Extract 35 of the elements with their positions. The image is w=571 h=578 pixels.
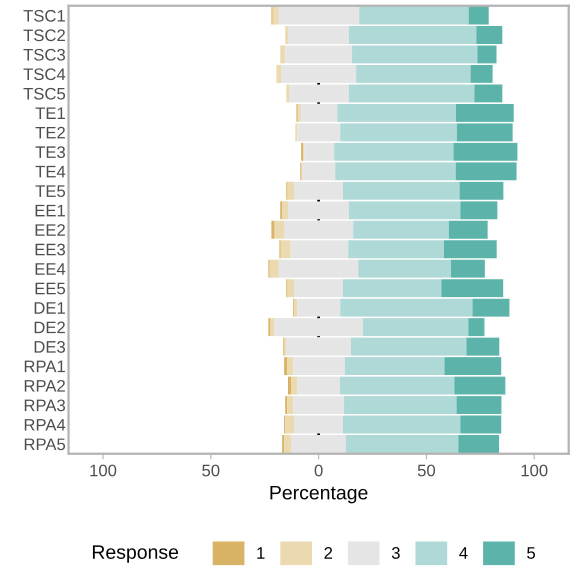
y-tick-label: EE3 <box>36 244 66 256</box>
y-tick-label: EE4 <box>36 263 66 275</box>
y-tick-label: DE3 <box>34 341 66 353</box>
y-tick-label: RPA2 <box>24 380 65 392</box>
legend-label: 4 <box>459 547 468 559</box>
legend-label: 2 <box>324 547 332 559</box>
x-tick-label: 0 <box>314 464 323 476</box>
x-tick-label: 100 <box>90 464 116 476</box>
y-tick-label: DE1 <box>34 302 65 314</box>
y-tick-label: DE2 <box>34 322 65 334</box>
legend-title: Response <box>92 545 178 563</box>
y-tick-label: RPA1 <box>24 360 65 372</box>
y-tick-label: TE1 <box>36 107 65 119</box>
y-tick-label: TE5 <box>36 185 66 198</box>
y-tick-label: EE5 <box>36 282 66 294</box>
y-tick-label: RPA4 <box>24 419 66 431</box>
y-tick-label: EE1 <box>36 204 65 216</box>
y-tick-label: TSC5 <box>24 88 66 100</box>
x-tick-label: 50 <box>202 464 220 476</box>
y-tick-label: RPA5 <box>24 438 66 450</box>
x-tick-label: 50 <box>418 464 436 476</box>
y-tick-label: TSC1 <box>24 10 65 22</box>
y-tick-label: TE3 <box>36 146 66 158</box>
y-tick-label: TE4 <box>36 166 66 178</box>
x-axis-title: Percentage <box>270 486 368 504</box>
y-tick-label: TSC3 <box>24 48 66 61</box>
y-tick-label: EE2 <box>36 224 65 236</box>
legend-label: 3 <box>392 547 400 559</box>
legend-label: 5 <box>527 547 536 559</box>
y-tick-label: TSC4 <box>24 68 66 80</box>
legend-label: 1 <box>257 547 264 559</box>
y-tick-label: TE2 <box>36 126 65 138</box>
y-tick-label: TSC2 <box>24 29 65 42</box>
y-tick-label: RPA3 <box>24 399 66 412</box>
x-tick-label: 100 <box>522 464 548 476</box>
